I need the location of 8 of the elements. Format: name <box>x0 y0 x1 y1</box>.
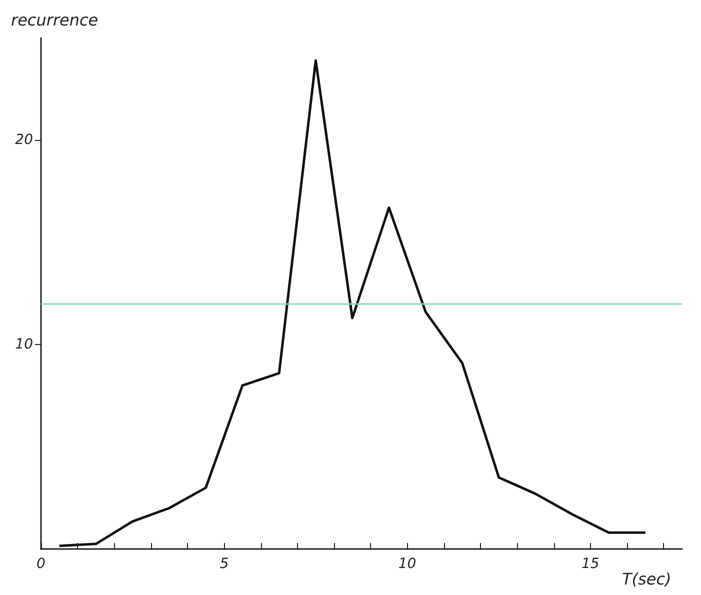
x-tick-label: 5 <box>220 556 229 572</box>
x-axis-title: T(sec) <box>622 570 672 588</box>
x-tick-label: 0 <box>36 556 46 572</box>
y-axis-title: recurrence <box>11 10 98 30</box>
x-tick-label: 15 <box>582 556 600 572</box>
y-tick-label: 20 <box>15 132 34 148</box>
line-series <box>58 59 647 548</box>
x-tick-label: 10 <box>398 556 416 572</box>
